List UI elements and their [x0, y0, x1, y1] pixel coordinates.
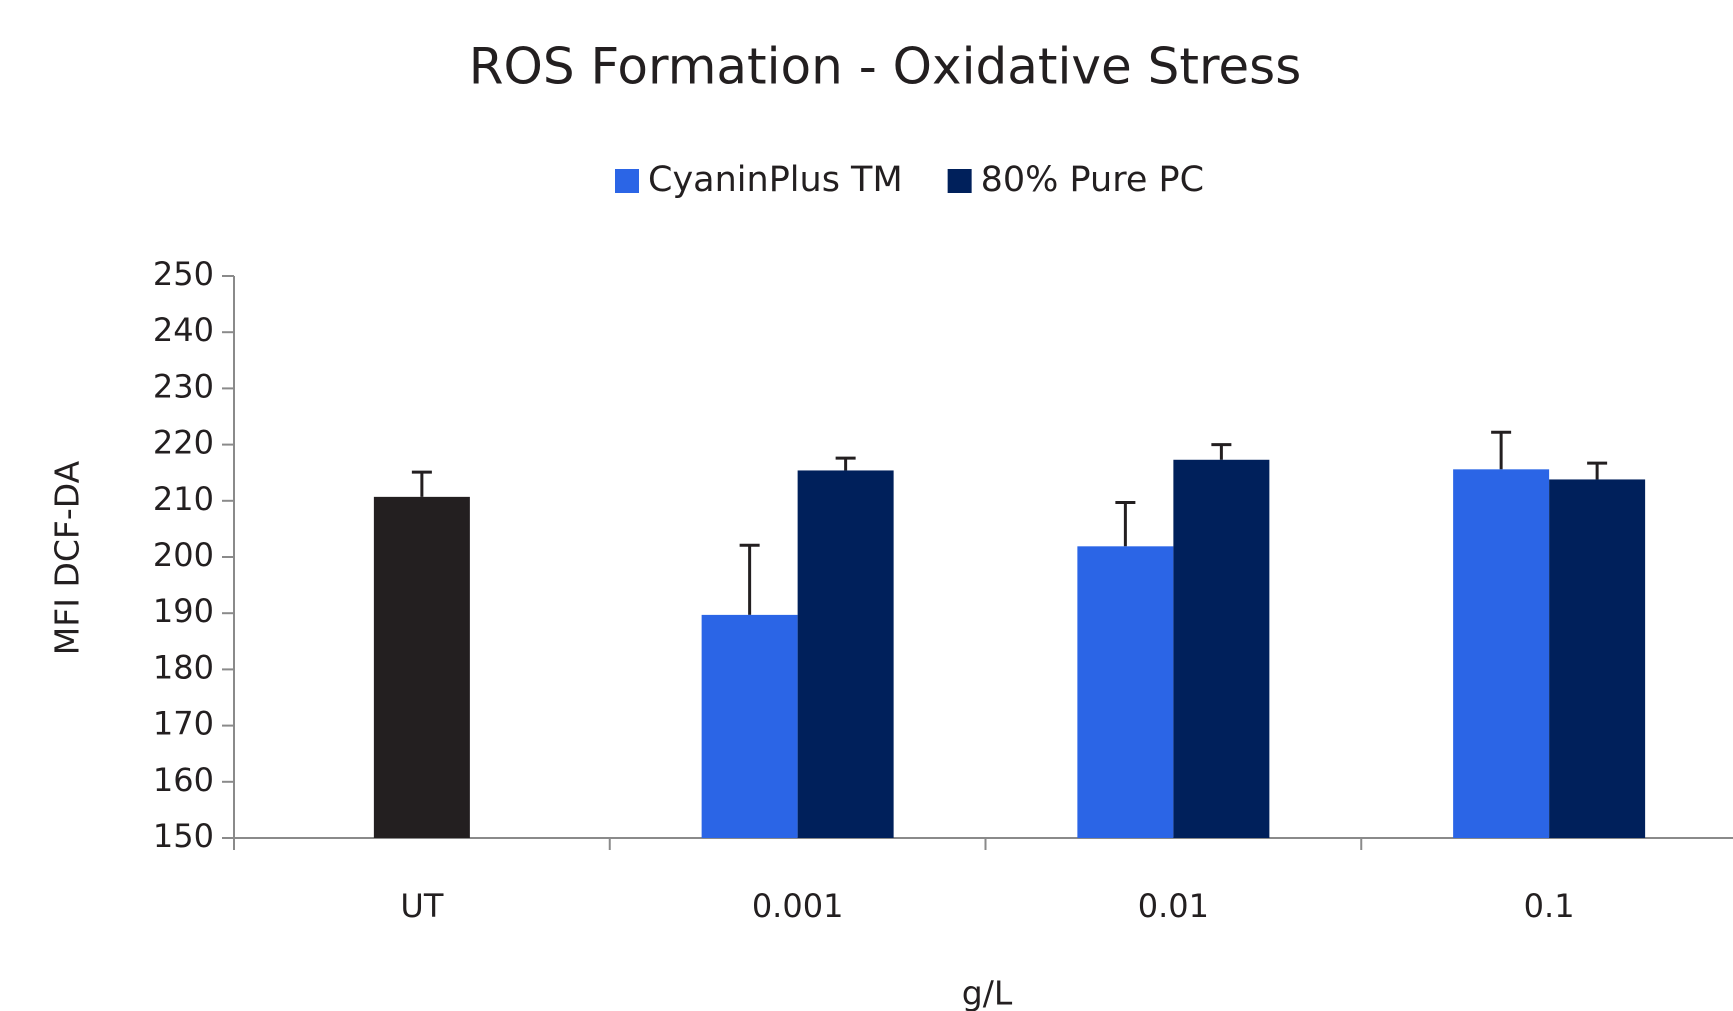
bar [1077, 546, 1174, 838]
y-tick-label: 210 [153, 480, 214, 518]
x-tick-label: UT [400, 887, 443, 925]
y-tick-label: 230 [153, 367, 214, 405]
y-axis-label: MFI DCF-DA [48, 460, 87, 655]
x-tick-label: 0.001 [752, 887, 844, 925]
y-tick-label: 200 [153, 536, 214, 574]
chart-title: ROS Formation - Oxidative Stress [469, 38, 1302, 96]
bar [1173, 459, 1270, 838]
y-tick-label: 240 [153, 311, 214, 349]
x-tick-label: 0.01 [1138, 887, 1209, 925]
bar [701, 614, 798, 838]
bar [373, 496, 470, 838]
legend-swatch [947, 169, 972, 193]
y-tick-label: 180 [153, 648, 214, 686]
y-tick-label: 190 [153, 592, 214, 630]
legend-label: CyaninPlus TM [648, 160, 903, 200]
y-tick-label: 170 [153, 705, 214, 743]
y-tick-label: 220 [153, 424, 214, 462]
y-tick-label: 250 [153, 255, 214, 293]
legend-label: 80% Pure PC [981, 160, 1204, 200]
bar [1453, 469, 1550, 838]
x-tick-label: 0.1 [1524, 887, 1575, 925]
bar [1549, 479, 1646, 838]
y-tick-label: 150 [153, 817, 214, 855]
y-tick-label: 160 [153, 761, 214, 799]
x-axis-label: g/L [962, 974, 1013, 1011]
bar [797, 470, 894, 838]
legend-swatch [615, 169, 639, 193]
